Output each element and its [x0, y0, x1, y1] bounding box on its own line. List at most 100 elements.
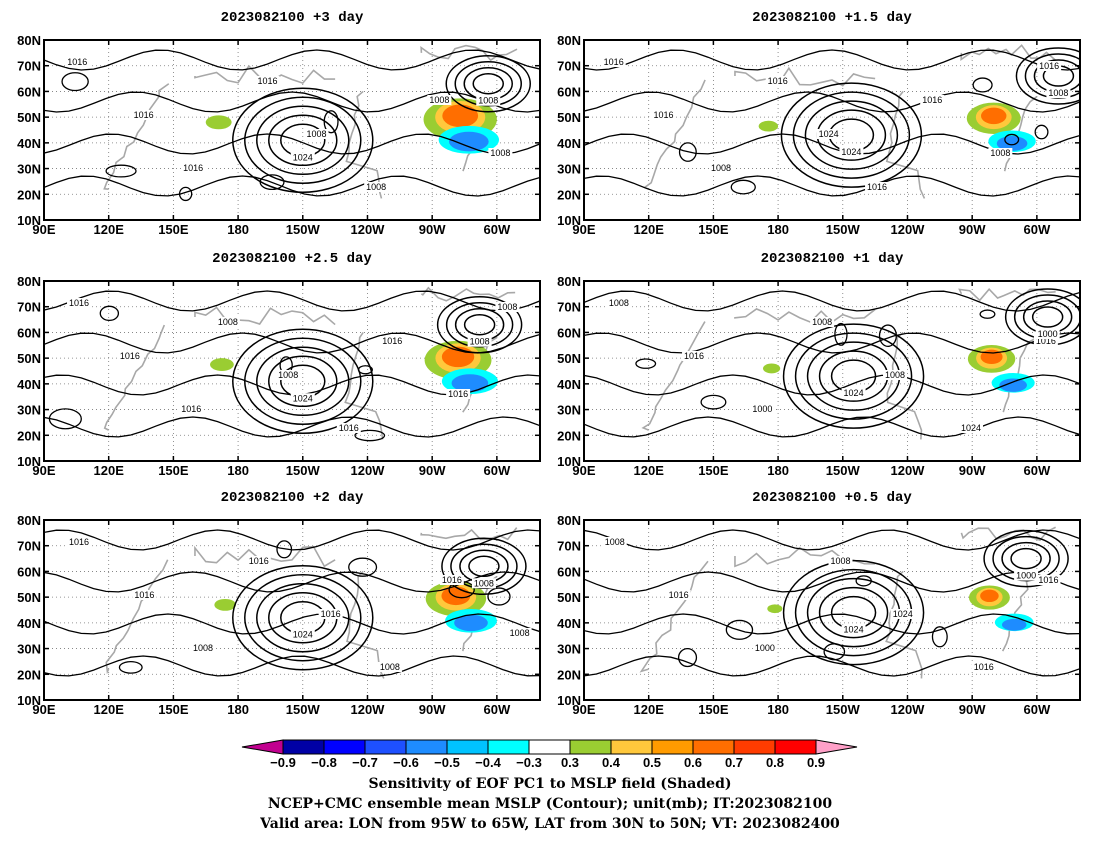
- contour-label: 1016: [120, 351, 140, 361]
- pressure-contour: [730, 179, 756, 195]
- sensitivity-shade: [981, 107, 1007, 125]
- contour-label: 1016: [684, 351, 704, 361]
- contour-label: 1016: [1038, 575, 1058, 585]
- x-tick-label: 150W: [826, 222, 861, 237]
- x-tick-label: 90E: [572, 463, 595, 478]
- x-tick-label: 120W: [890, 222, 925, 237]
- x-tick-label: 90E: [32, 222, 55, 237]
- y-tick-label: 50N: [17, 110, 41, 125]
- y-tick-label: 30N: [17, 162, 41, 177]
- pressure-contour: [725, 619, 754, 640]
- pressure-contour: [99, 305, 120, 322]
- pressure-contour: [1004, 133, 1020, 146]
- colorbar-cell: [405, 739, 448, 755]
- contour-label: 1008: [218, 317, 238, 327]
- x-tick-label: 60W: [484, 702, 511, 717]
- contour-label: 1008: [990, 148, 1010, 158]
- contour-label: 1008: [497, 302, 517, 312]
- contour-label: 1008: [711, 163, 731, 173]
- pressure-contour: [635, 358, 657, 369]
- coastline: [960, 526, 1057, 542]
- pressure-contour: [979, 309, 996, 319]
- colorbar-label: −0.6: [393, 755, 419, 770]
- pressure-contour: [584, 374, 1080, 396]
- contour-label: 1016: [134, 110, 154, 120]
- y-tick-label: 30N: [17, 642, 41, 657]
- pressure-contour: [44, 290, 540, 312]
- y-tick-label: 70N: [557, 59, 581, 74]
- y-tick-label: 60N: [557, 564, 581, 579]
- contour-label: 1016: [1039, 61, 1059, 71]
- y-tick-label: 10N: [557, 213, 581, 228]
- y-tick-label: 60N: [17, 564, 41, 579]
- contour-label: 1024: [844, 388, 864, 398]
- x-tick-label: 180: [227, 222, 249, 237]
- pressure-contour: [818, 586, 889, 639]
- contour-label: 1024: [961, 423, 981, 433]
- map-panel: 1008101610001008102410161016102410002023…: [557, 490, 1081, 717]
- pressure-contour: [584, 290, 1080, 312]
- sensitivity-shade: [980, 349, 1003, 365]
- y-tick-label: 10N: [17, 454, 41, 469]
- contour-label: 1008: [609, 298, 629, 308]
- pressure-contour: [782, 559, 925, 666]
- y-tick-label: 50N: [557, 351, 581, 366]
- colorbar-cell: [733, 739, 776, 755]
- y-tick-label: 70N: [557, 300, 581, 315]
- contour-label: 1016: [183, 163, 203, 173]
- coastline: [344, 331, 384, 440]
- coastline: [734, 308, 876, 324]
- y-tick-label: 80N: [557, 274, 581, 289]
- map-panel: 1008101610001008100810241016102410002023…: [557, 251, 1081, 478]
- contour-label: 1008: [366, 182, 386, 192]
- pressure-contour: [584, 529, 1080, 551]
- x-tick-label: 90E: [32, 702, 55, 717]
- pressure-contour: [1010, 547, 1042, 570]
- y-tick-label: 50N: [557, 590, 581, 605]
- x-tick-label: 150W: [286, 222, 321, 237]
- pressure-contour: [244, 573, 362, 662]
- pressure-contour: [823, 643, 846, 661]
- colorbar-cell: [528, 739, 571, 755]
- y-tick-label: 10N: [17, 693, 41, 708]
- contour-label: 1008: [380, 662, 400, 672]
- contour-label: 1008: [307, 129, 327, 139]
- coastline: [642, 79, 706, 190]
- pressure-contour: [178, 186, 193, 202]
- colorbar-label: −0.8: [311, 755, 337, 770]
- y-tick-label: 80N: [557, 33, 581, 48]
- y-tick-label: 20N: [557, 187, 581, 202]
- pressure-contour: [105, 164, 137, 178]
- contour-label: 1016: [653, 110, 673, 120]
- y-tick-label: 40N: [17, 136, 41, 151]
- colorbar-cell: [610, 739, 653, 755]
- contour-label: 1000: [1038, 329, 1058, 339]
- contour-label: 1024: [844, 625, 864, 635]
- x-tick-label: 120W: [890, 702, 925, 717]
- y-tick-label: 30N: [17, 403, 41, 418]
- x-tick-label: 60W: [484, 222, 511, 237]
- x-tick-label: 150E: [158, 222, 189, 237]
- coastline: [885, 570, 923, 679]
- colorbar-label: −0.4: [475, 755, 501, 770]
- y-tick-label: 80N: [17, 274, 41, 289]
- contour-label: 1016: [448, 389, 468, 399]
- contour-label: 1016: [69, 537, 89, 547]
- y-tick-label: 40N: [17, 377, 41, 392]
- pressure-contour: [118, 661, 143, 674]
- contour-label: 1008: [429, 95, 449, 105]
- x-tick-label: 90W: [419, 463, 446, 478]
- y-tick-label: 70N: [17, 300, 41, 315]
- pressure-contour: [584, 332, 1080, 354]
- pressure-contour: [584, 416, 1080, 438]
- map-panel: 1016 1016 1016 1016 1008 1008 1008 1008 1024 1008…: [17, 10, 541, 237]
- contour-label: 1016: [604, 57, 624, 67]
- pressure-contour: [972, 77, 993, 93]
- pressure-contour: [268, 355, 338, 408]
- sensitivity-shade: [442, 104, 479, 128]
- pressure-contour: [487, 587, 511, 606]
- pressure-contour: [584, 49, 1080, 71]
- contour-label: 1008: [278, 370, 298, 380]
- contour-label: 1016: [974, 662, 994, 672]
- contour-label: 1024: [293, 393, 313, 403]
